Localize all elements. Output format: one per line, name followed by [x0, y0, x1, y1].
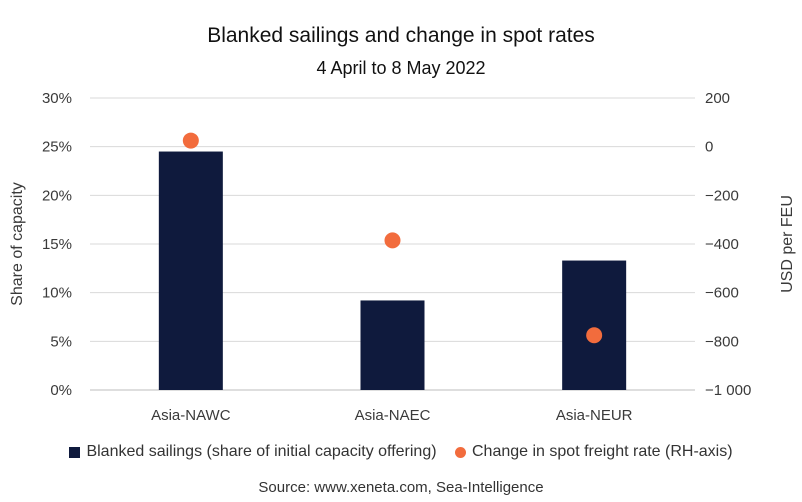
y-tick-label-left: 10%: [42, 285, 72, 302]
y-tick-label-left: 20%: [42, 187, 72, 204]
legend-label-dots: Change in spot freight rate (RH-axis): [472, 443, 733, 460]
y-tick-label-right: −800: [705, 333, 739, 350]
x-tick-label: Asia-NAWC: [151, 407, 231, 424]
y-tick-label-left: 0%: [50, 382, 72, 399]
scatter-point: [384, 232, 401, 249]
bar: [158, 151, 223, 390]
y-tick-label-right: −1 000: [705, 382, 751, 399]
chart-title: Blanked sailings and change in spot rate…: [207, 24, 595, 47]
legend-item-bars: Blanked sailings (share of initial capac…: [69, 443, 437, 461]
y-tick-label-left: 25%: [42, 139, 72, 156]
chart-subtitle: 4 April to 8 May 2022: [316, 58, 486, 78]
y-tick-label-right: 200: [705, 90, 730, 107]
y-tick-label-right: −400: [705, 236, 739, 253]
legend-item-dots: Change in spot freight rate (RH-axis): [441, 443, 733, 461]
scatter-point: [182, 132, 199, 149]
x-tick-label: Asia-NEUR: [556, 407, 633, 424]
chart-plot: 0% 5% 10% 15% 20% 25% 30% −1 000 −800 −600 −400 −20…: [9, 90, 796, 424]
source-note: Source: www.xeneta.com, Sea-Intelligence: [258, 479, 544, 496]
legend-label-bars: Blanked sailings (share of initial capac…: [86, 443, 437, 460]
y-axis-title-right: USD per FEU: [779, 195, 796, 293]
y-tick-label-right: −200: [705, 187, 739, 204]
y-tick-label-left: 5%: [50, 333, 72, 350]
x-tick-label: Asia-NAEC: [355, 407, 431, 424]
bar: [562, 260, 627, 390]
y-tick-label-left: 15%: [42, 236, 72, 253]
chart-legend: Blanked sailings (share of initial capac…: [0, 443, 802, 463]
y-tick-label-right: 0: [705, 139, 713, 156]
scatter-point: [586, 327, 603, 344]
y-tick-label-left: 30%: [42, 90, 72, 107]
legend-swatch-dot: [455, 446, 466, 458]
bar: [360, 300, 425, 390]
y-tick-label-right: −600: [705, 285, 739, 302]
legend-swatch-bar: [69, 446, 81, 458]
y-axis-title-left: Share of capacity: [9, 182, 26, 306]
